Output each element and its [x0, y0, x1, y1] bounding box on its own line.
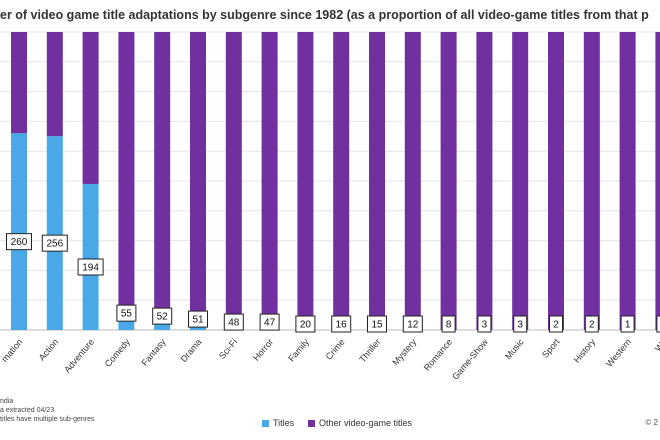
bar-other-12 [440, 32, 457, 330]
category-label-8: Family [286, 336, 311, 363]
category-label-9: Crime [324, 337, 347, 362]
data-label-13: 3 [482, 320, 488, 331]
bar-other-2 [82, 32, 99, 184]
legend-swatch-titles [262, 419, 269, 427]
legend-item-other: Other video-game titles [308, 418, 412, 428]
data-label-0: 260 [11, 237, 28, 248]
bar-other-7 [261, 32, 278, 319]
data-label-box-5 [188, 310, 208, 328]
category-label-2: Adventure [62, 337, 96, 375]
bar-other-17 [619, 32, 636, 330]
category-label-4: Fantasy [139, 336, 168, 367]
data-label-8: 20 [300, 320, 312, 331]
category-label-0: mation [0, 337, 25, 364]
copyright: © 2 [645, 418, 658, 427]
source-line-1: ndia [0, 398, 14, 405]
data-label-11: 12 [407, 320, 419, 331]
data-label-box-9 [331, 315, 352, 333]
legend-item-titles: Titles [262, 418, 294, 428]
category-label-11: Mystery [390, 336, 418, 367]
data-label-box-17 [620, 315, 635, 333]
data-label-16: 2 [589, 320, 595, 331]
data-label-17: 1 [625, 320, 631, 331]
category-label-18: Wa [653, 337, 660, 354]
category-label-14: Music [503, 336, 526, 361]
bar-other-8 [297, 32, 314, 330]
category-label-13: Game-Show [450, 336, 490, 381]
data-label-box-11 [402, 315, 423, 333]
bar-other-18 [655, 32, 660, 330]
data-label-7: 47 [264, 318, 276, 329]
data-label-12: 8 [446, 320, 452, 331]
data-label-4: 52 [157, 312, 169, 323]
data-label-1: 256 [46, 239, 63, 250]
data-label-6: 48 [228, 318, 240, 329]
bar-titles-2 [82, 183, 99, 330]
data-label-box-4 [152, 307, 173, 325]
data-label-box-10 [367, 315, 387, 333]
bar-other-5 [190, 32, 206, 316]
bar-other-4 [154, 32, 171, 313]
category-label-3: Comedy [103, 336, 133, 368]
data-label-box-6 [223, 313, 244, 331]
data-label-15: 2 [553, 320, 559, 331]
bar-other-16 [583, 32, 600, 330]
category-label-6: Sci-Fi [217, 337, 239, 361]
bar-other-13 [476, 32, 493, 330]
category-label-5: Drama [179, 337, 204, 364]
data-label-box-3 [116, 304, 137, 322]
category-label-12: Romance [422, 337, 454, 373]
data-label-box-15 [549, 315, 563, 333]
category-label-10: Thriller [357, 337, 382, 365]
data-label-5: 51 [192, 315, 204, 326]
data-label-10: 15 [371, 320, 383, 331]
bar-titles-0 [11, 133, 27, 330]
data-label-14: 3 [517, 320, 523, 331]
data-label-box-7 [259, 313, 280, 331]
bar-other-3 [118, 32, 135, 310]
legend-label-other: Other video-game titles [319, 418, 413, 428]
data-label-3: 55 [121, 309, 133, 320]
category-label-7: Horror [251, 337, 275, 363]
chart-title: er of video game title adaptations by su… [0, 8, 649, 22]
category-label-15: Sport [540, 336, 562, 359]
bar-other-1 [46, 32, 63, 137]
bar-other-11 [404, 32, 421, 330]
data-label-box-0 [6, 233, 32, 251]
source-line-3: titles have multiple sub-genres [0, 416, 95, 423]
bar-other-10 [369, 32, 385, 330]
source-line-2: a extracted 04/23 [0, 407, 55, 414]
data-label-box-13 [477, 315, 492, 333]
bar-titles-1 [46, 136, 63, 330]
bar-other-6 [225, 32, 242, 319]
data-label-box-12 [441, 315, 456, 333]
data-label-box-18 [656, 315, 660, 333]
legend-swatch-other [308, 419, 315, 427]
category-label-16: History [572, 336, 598, 364]
data-label-box-16 [584, 315, 599, 333]
legend-label-titles: Titles [273, 418, 295, 428]
category-label-17: Western [604, 337, 633, 369]
bar-other-14 [512, 32, 529, 330]
data-label-box-2 [77, 258, 104, 276]
bar-other-15 [548, 32, 564, 330]
data-label-box-8 [295, 315, 316, 333]
bar-other-9 [333, 32, 350, 330]
bar-other-0 [11, 32, 27, 134]
data-label-2: 194 [82, 262, 99, 273]
data-label-box-1 [41, 234, 68, 252]
category-label-1: Action [37, 337, 61, 363]
data-label-box-14 [513, 315, 528, 333]
data-label-9: 16 [336, 320, 348, 331]
